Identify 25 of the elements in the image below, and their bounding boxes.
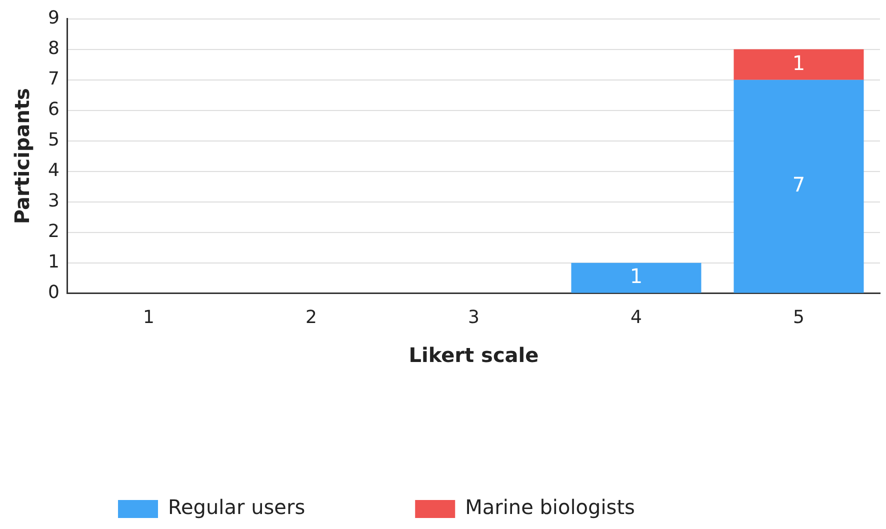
x-tick-label: 2	[305, 306, 317, 328]
legend-label: Marine biologists	[465, 495, 635, 520]
y-tick-label: 3	[48, 190, 60, 212]
y-tick-label: 2	[48, 221, 60, 242]
y-tick-label: 0	[48, 282, 60, 304]
y-axis-title: Participants	[10, 88, 34, 224]
legend-label: Regular users	[168, 495, 306, 520]
x-tick-label: 1	[142, 306, 154, 328]
y-tick-label: 1	[48, 252, 60, 273]
bar	[734, 49, 864, 80]
y-tick-label: 9	[48, 7, 60, 28]
y-tick-label: 7	[48, 68, 60, 90]
y-tick-label: 6	[48, 99, 60, 120]
data-label: 7	[792, 172, 806, 197]
data-label: 1	[792, 50, 806, 75]
bar	[571, 262, 702, 293]
x-tick-label: 4	[630, 306, 642, 328]
x-tick-label: 3	[468, 306, 480, 328]
x-axis-title: Likert scale	[408, 343, 539, 368]
data-label: 1	[630, 264, 643, 288]
y-tick-label: 8	[48, 38, 60, 59]
y-tick-label: 5	[48, 130, 60, 151]
bar	[734, 80, 864, 293]
x-tick-label: 5	[793, 306, 804, 328]
y-tick-label: 4	[48, 160, 60, 182]
